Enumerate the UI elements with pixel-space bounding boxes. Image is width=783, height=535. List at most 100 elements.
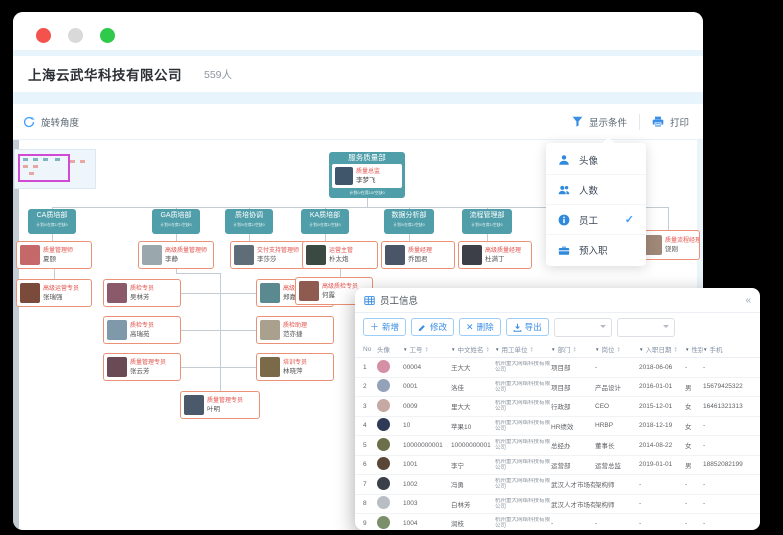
edit-button[interactable]: 修改 (411, 318, 455, 336)
table-row[interactable]: 6 1001 李宁 杭州重大网络科技有限公司 运营部 运营总监 2019-01-… (355, 456, 760, 475)
add-button[interactable]: ＋新增 (363, 318, 407, 336)
org-node-dept[interactable]: CA质培部 计划0/在席1/空缺0 (28, 209, 76, 234)
dropdown-item-employee[interactable]: 员工 ✓ (546, 205, 646, 235)
cell-gender: - (685, 480, 688, 488)
col-header-employer[interactable]: ▼ 用工单位 ▴ ▾ (495, 344, 533, 354)
cell-phone: - (703, 500, 706, 508)
dropdown-item-preonboard[interactable]: 预入职 (546, 235, 646, 264)
display-conditions-button[interactable]: 显示条件 (572, 115, 627, 129)
filter-select-2[interactable] (616, 317, 675, 337)
col-header-gender[interactable]: ▼ 性别 (685, 346, 703, 355)
avatar (377, 496, 390, 510)
table-row[interactable]: 3 0009 里大大 杭州重大网络科技有限公司 行政部 CEO 2015-12-… (355, 397, 760, 417)
org-node-dept[interactable]: KA质培部 计划0/在席1/空缺0 (301, 209, 349, 234)
employee-name: 夏颐 (43, 255, 56, 263)
org-chart-minimap[interactable] (14, 149, 96, 189)
sort-icon[interactable]: ▴ ▾ (674, 344, 677, 353)
table-row[interactable]: 7 1002 冯勇 杭州重大网络科技有限公司 武汉人才市场有... 架构师 - … (355, 475, 760, 495)
connector-line (340, 269, 341, 277)
connector-line (52, 234, 53, 241)
collapse-panel-icon[interactable]: « (745, 294, 751, 306)
table-row[interactable]: 1 00004 王大大 杭州重大网络科技有限公司 项目部 - 2018-06-0… (355, 358, 760, 378)
dropdown-item-avatar[interactable]: 头像 (546, 145, 646, 175)
minimap-mark (55, 158, 60, 161)
employee-name: 李静 (165, 255, 178, 263)
org-node-dept[interactable]: 质培协调 计划0/在席1/空缺0 (225, 209, 273, 234)
org-node-employee[interactable]: 培训专员 林晓萍 (256, 353, 334, 381)
table-row[interactable]: 2 0001 洛佳 杭州重大网络科技有限公司 项目部 产品设计 2016-01-… (355, 378, 760, 397)
cell-no: 5 (363, 441, 367, 449)
table-row[interactable]: 8 1003 白林芳 杭州重大网络科技有限公司 武汉人才市场有... 架构师 -… (355, 495, 760, 514)
org-node-root[interactable]: 服务质量部 质量总监 李梦飞 计划0/在席10/空缺0 (329, 152, 405, 198)
minimap-viewport[interactable] (18, 154, 70, 182)
dept-name: CA质培部 (36, 212, 68, 219)
col-header-phone[interactable]: ▼ 手机 (703, 346, 723, 355)
maximize-window-button[interactable] (100, 28, 115, 43)
cell-post: HRBP (595, 422, 614, 430)
cell-no: 2 (363, 383, 367, 391)
org-node-employee[interactable]: 运营主管 朴太炮 (302, 241, 378, 269)
users-icon (558, 184, 570, 196)
org-node-employee[interactable]: 质量流程经理 饶刚 (638, 230, 700, 260)
col-header-employee-id[interactable]: ▼ 工号 ▴ ▾ (403, 344, 428, 354)
display-conditions-label: 显示条件 (588, 117, 627, 129)
org-node-employee[interactable]: 质检专员 高瑞苑 (103, 316, 181, 344)
employee-info-panel: 员工信息 « ＋新增 修改 ✕ 删除 导出 No 头像 ▼ 工号 ▴ ▾ ▼ 中文姓名 ▴ ▾… (355, 288, 760, 530)
rotate-angle-button[interactable]: 旋转角度 (23, 115, 79, 129)
org-node-employee[interactable]: 交付支持管理师 李莎莎 (230, 241, 306, 269)
employee-photo (260, 283, 280, 303)
employee-title: 高级运营专员 (43, 285, 80, 292)
avatar (377, 418, 390, 432)
employee-photo (462, 245, 482, 265)
sort-icon[interactable]: ▴ ▾ (486, 344, 489, 353)
minimize-window-button[interactable] (68, 28, 83, 43)
close-icon: ✕ (466, 321, 474, 332)
col-header-department[interactable]: ▼ 部门 ▴ ▾ (551, 344, 576, 354)
company-header: 上海云武华科技有限公司 559人 (13, 56, 703, 92)
delete-label: 删除 (476, 322, 494, 332)
org-node-employee[interactable]: 高级质量管理师 李静 (138, 241, 214, 269)
cell-phone: - (703, 441, 706, 449)
table-row[interactable]: 5 10000000001 10000000001 杭州重大网络科技有限公司 总… (355, 436, 760, 456)
org-node-employee[interactable]: 质检助理 范亦捷 (256, 316, 334, 344)
org-node-employee[interactable]: 质量管理专员 张云芳 (103, 353, 181, 381)
print-button[interactable]: 打印 (652, 115, 689, 129)
dropdown-item-headcount[interactable]: 人数 (546, 175, 646, 205)
filter-select-1[interactable] (553, 317, 612, 337)
employee-name: 范亦捷 (283, 330, 303, 338)
org-node-employee[interactable]: 质量管理师 夏颐 (16, 241, 92, 269)
col-header-position[interactable]: ▼ 岗位 ▴ ▾ (595, 344, 620, 354)
close-window-button[interactable] (36, 28, 51, 43)
cell-company: 杭州重大网络科技有限公司 (495, 517, 551, 530)
org-node-dept[interactable]: GA质培部 计划0/在席1/空缺0 (152, 209, 200, 234)
col-header-hire-date[interactable]: ▼ 入职日期 ▴ ▾ (639, 344, 677, 354)
employee-name: 何露 (322, 291, 335, 299)
export-button[interactable]: 导出 (505, 318, 549, 336)
dept-name: KA质培部 (309, 212, 341, 219)
sort-icon[interactable]: ▴ ▾ (617, 344, 620, 353)
org-node-dept[interactable]: 流程管理部 计划0/在席1/空缺0 (462, 209, 512, 234)
delete-button[interactable]: ✕ 删除 (459, 318, 501, 336)
sort-icon[interactable]: ▴ ▾ (573, 344, 576, 353)
dept-name: GA质培部 (160, 212, 192, 219)
sort-icon[interactable]: ▴ ▾ (425, 344, 428, 353)
display-conditions-dropdown: 头像 人数 员工 ✓ 预入职 (546, 143, 646, 266)
org-node-employee[interactable]: 高级质量经理 杜满丁 (458, 241, 532, 269)
org-node-employee[interactable]: 质量管理专员 叶明 (180, 391, 260, 419)
avatar (377, 457, 390, 471)
org-node-employee[interactable]: 质量经理 乔国君 (381, 241, 455, 269)
table-row[interactable]: 4 10 苹果10 杭州重大网络科技有限公司 HR绩效 HRBP 2018-12… (355, 417, 760, 436)
connector-line (220, 273, 221, 391)
cell-date: 2015-12-01 (639, 402, 673, 410)
org-node-employee[interactable]: 质检专员 吴林芳 (103, 279, 181, 307)
minimap-mark (33, 158, 38, 161)
org-node-employee[interactable]: 高级运营专员 张瑞强 (16, 279, 92, 307)
table-row[interactable]: 9 1004 润枝 杭州重大网络科技有限公司 - - - - - (355, 514, 760, 530)
cell-company: 杭州重大网络科技有限公司 (495, 478, 551, 491)
col-header-chinese-name[interactable]: ▼ 中文姓名 ▴ ▾ (451, 344, 489, 354)
sort-icon[interactable]: ▴ ▾ (530, 344, 533, 353)
cell-date: - (639, 480, 642, 488)
connector-line (249, 234, 250, 241)
cell-id: 10000000001 (403, 441, 443, 449)
org-node-dept[interactable]: 数据分析部 计划0/在席1/空缺0 (384, 209, 434, 234)
